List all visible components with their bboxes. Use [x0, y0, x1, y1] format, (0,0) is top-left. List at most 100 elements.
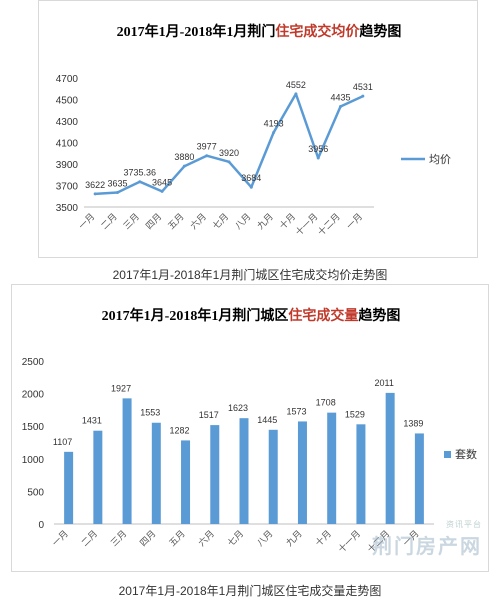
legend-label: 均价: [429, 153, 451, 166]
volume-bar: [122, 398, 132, 524]
volume-data-label: 1708: [316, 398, 336, 408]
legend-square-swatch: [444, 451, 451, 458]
volume-data-label: 1553: [140, 408, 160, 418]
x-tick-label: 八月: [233, 211, 253, 231]
x-tick-label: 八月: [255, 528, 275, 548]
volume-bar: [210, 425, 220, 524]
y-tick-label: 1000: [22, 455, 45, 466]
volume-data-label: 1431: [82, 416, 102, 426]
price-data-label: 4435: [331, 92, 351, 102]
price-data-label: 3735.36: [123, 168, 156, 178]
volume-data-label: 1927: [111, 383, 131, 393]
price-data-point: [115, 190, 119, 194]
y-tick-label: 2000: [22, 390, 45, 401]
volume-data-label: 2011: [374, 378, 393, 388]
price-chart-panel: 2017年1月-2018年1月荆门住宅成交均价趋势图 3500 3700 3900 4…: [38, 0, 478, 258]
volume-bar: [385, 392, 395, 524]
x-tick-label: 五月: [166, 211, 186, 231]
price-title-prefix: 2017年1月-2018年1月荆门: [116, 25, 276, 40]
volume-data-label: 1107: [53, 437, 72, 447]
volume-title-suffix: 趋势图: [358, 309, 401, 324]
y-tick-label: 4300: [56, 117, 79, 128]
price-data-point: [361, 94, 365, 98]
site-watermark: 资讯平台 荆门房产网: [372, 519, 482, 559]
price-data-label: 3956: [308, 144, 328, 154]
x-tick-label: 三月: [121, 211, 141, 231]
x-tick-label: 六月: [188, 211, 209, 232]
x-tick-label: 十月: [313, 528, 334, 549]
volume-chart-title: 2017年1月-2018年1月荆门城区住宅成交量趋势图: [12, 305, 490, 325]
x-tick-label: 三月: [109, 528, 129, 548]
x-tick-label: 六月: [196, 528, 217, 549]
y-tick-label: 500: [27, 487, 44, 498]
price-data-label: 4531: [353, 82, 373, 92]
volume-bar: [93, 430, 103, 524]
price-data-point: [205, 154, 209, 158]
x-tick-label: 一月: [77, 211, 97, 231]
price-chart-caption: 2017年1月-2018年1月荆门城区住宅成交均价走势图: [112, 268, 388, 282]
watermark-logo-text: 荆门房产网: [372, 536, 482, 558]
y-tick-label: 0: [38, 520, 44, 531]
x-tick-label: 十二月: [315, 211, 342, 238]
price-data-label: 4193: [264, 119, 284, 129]
x-tick-label: 十一月: [335, 528, 362, 555]
x-tick-label: 四月: [144, 211, 164, 231]
price-data-label: 3920: [219, 148, 239, 158]
y-tick-label: 3900: [56, 160, 79, 171]
price-data-point: [93, 192, 97, 196]
x-tick-label: 九月: [255, 211, 275, 231]
volume-data-label: 1529: [345, 409, 365, 419]
volume-title-prefix: 2017年1月-2018年1月荆门城区: [101, 309, 289, 324]
price-data-label: 3645: [152, 177, 172, 187]
volume-title-accent: 住宅成交量: [288, 309, 359, 324]
volume-data-label: 1573: [286, 406, 306, 416]
x-tick-label: 十一月: [293, 211, 320, 238]
y-tick-label: 3700: [56, 182, 79, 193]
volume-data-label: 1623: [228, 403, 248, 413]
price-data-point: [249, 185, 253, 189]
x-tick-label: 九月: [284, 528, 304, 548]
y-tick-label: 4500: [56, 96, 79, 107]
x-tick-label: 一月: [344, 211, 364, 231]
price-data-point: [272, 131, 276, 135]
price-data-point: [160, 189, 164, 193]
y-tick-label: 3500: [56, 203, 79, 214]
legend-label: 套数: [455, 448, 477, 461]
volume-bar: [414, 433, 424, 524]
y-tick-label: 4100: [56, 139, 79, 150]
price-data-label: 3880: [174, 152, 194, 162]
price-title-suffix: 趋势图: [359, 25, 402, 40]
volume-bar: [327, 412, 337, 524]
x-tick-label: 二月: [99, 211, 119, 231]
price-data-point: [316, 156, 320, 160]
price-data-label: 3977: [197, 142, 217, 152]
x-tick-label: 七月: [211, 211, 231, 231]
price-data-point: [227, 160, 231, 164]
y-tick-label: 4700: [56, 74, 79, 85]
volume-bar: [151, 422, 161, 524]
volume-data-label: 1445: [257, 415, 277, 425]
price-data-point: [138, 180, 142, 184]
volume-data-label: 1389: [403, 418, 423, 428]
volume-bar: [268, 429, 278, 524]
x-tick-label: 五月: [167, 528, 187, 548]
price-data-label: 3635: [107, 178, 127, 188]
volume-chart-panel: 2017年1月-2018年1月荆门城区住宅成交量趋势图 0 500 1000 1500…: [11, 284, 489, 572]
price-chart-title: 2017年1月-2018年1月荆门住宅成交均价趋势图: [39, 21, 479, 41]
volume-chart-caption: 2017年1月-2018年1月荆门城区住宅成交量走势图: [118, 584, 382, 598]
price-data-label: 4552: [286, 80, 306, 90]
x-tick-label: 四月: [138, 528, 158, 548]
volume-bar: [181, 440, 191, 524]
volume-data-label: 1282: [170, 425, 190, 435]
volume-bar: [297, 421, 307, 524]
x-tick-label: 一月: [50, 528, 70, 548]
price-data-point: [294, 92, 298, 96]
volume-data-label: 1517: [199, 410, 219, 420]
price-data-label: 3622: [85, 180, 105, 190]
price-title-accent: 住宅成交均价: [275, 25, 360, 40]
x-tick-label: 十月: [277, 211, 298, 232]
volume-bar: [356, 424, 366, 524]
price-data-point: [339, 104, 343, 108]
y-tick-label: 1500: [22, 422, 45, 433]
